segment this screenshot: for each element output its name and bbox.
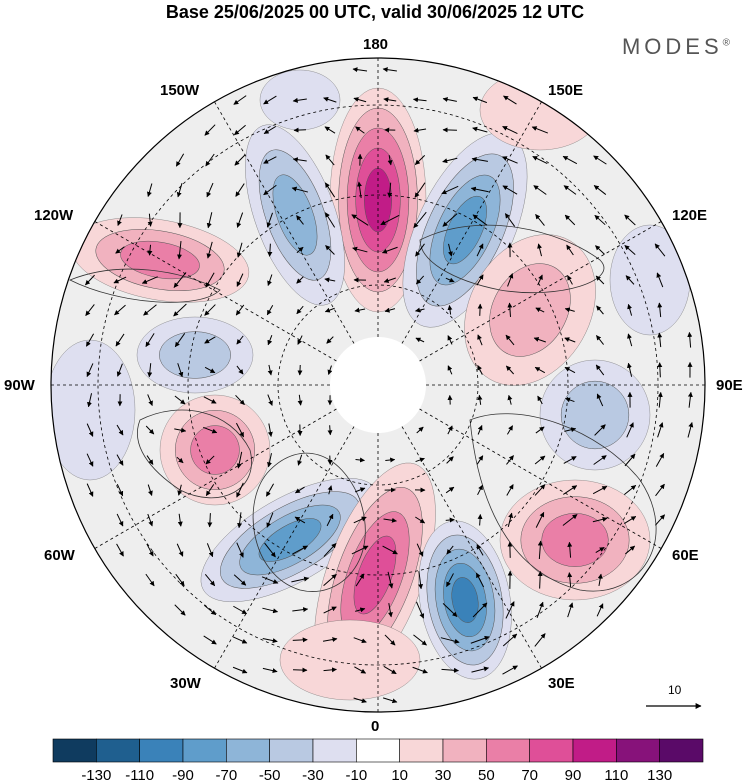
lon-label-30e: 30E <box>548 675 575 692</box>
wind-vector <box>294 130 306 131</box>
colorbar-segment <box>270 739 313 762</box>
colorbar-tick-label: 110 <box>604 767 628 784</box>
colorbar-tick-label: 50 <box>478 767 495 784</box>
colorbar-tick-label: -30 <box>302 767 324 784</box>
colorbar-tick-label: 10 <box>391 767 408 784</box>
lon-label-90w: 90W <box>4 377 35 394</box>
lon-label-60w: 60W <box>44 547 75 564</box>
anomaly-contour <box>561 381 629 449</box>
colorbar-tick-label: -10 <box>345 767 367 784</box>
lon-label-150w: 150W <box>160 82 199 99</box>
map-title: Base 25/06/2025 00 UTC, valid 30/06/2025… <box>0 0 750 24</box>
colorbar-tick-label: -130 <box>81 767 111 784</box>
colorbar-segment <box>226 739 269 762</box>
lon-label-120w: 120W <box>34 207 73 224</box>
colorbar-segment <box>96 739 139 762</box>
colorbar-segment <box>443 739 486 762</box>
colorbar <box>53 739 703 762</box>
colorbar-segment <box>313 739 356 762</box>
colorbar-segment <box>486 739 529 762</box>
colorbar-tick-label: -90 <box>172 767 194 784</box>
brand-logo: MODES® <box>622 34 734 60</box>
lon-label-90e: 90E <box>716 377 743 394</box>
pole-cap <box>330 337 426 433</box>
colorbar-segment <box>616 739 659 762</box>
anomaly-contour <box>610 225 690 335</box>
wind-vector <box>293 640 307 641</box>
colorbar-tick-label: 30 <box>435 767 452 784</box>
lon-label-30w: 30W <box>170 675 201 692</box>
lon-label-60e: 60E <box>672 547 699 564</box>
wind-vector <box>660 363 661 378</box>
wind-vector <box>330 425 331 435</box>
lon-label-120e: 120E <box>672 207 707 224</box>
colorbar-segment <box>183 739 226 762</box>
lon-label-150e: 150E <box>548 82 583 99</box>
colorbar-tick-label: -70 <box>215 767 237 784</box>
colorbar-segment <box>530 739 573 762</box>
colorbar-segment <box>660 739 703 762</box>
anomaly-contour <box>542 513 609 566</box>
colorbar-segment <box>356 739 399 762</box>
reference-vector-label: 10 <box>668 683 681 697</box>
colorbar-tick-label: 130 <box>647 767 672 784</box>
colorbar-segment <box>53 739 96 762</box>
anomaly-contour <box>159 332 230 379</box>
colorbar-tick-label: 90 <box>565 767 582 784</box>
anomaly-contour <box>191 426 240 475</box>
colorbar-tick-label: -110 <box>125 767 154 784</box>
colorbar-tick-label: 70 <box>521 767 538 784</box>
lon-label-180: 180 <box>363 36 388 53</box>
colorbar-segment <box>573 739 616 762</box>
anomaly-contour <box>280 620 420 700</box>
colorbar-tick-label: -50 <box>259 767 281 784</box>
colorbar-segment <box>400 739 443 762</box>
lon-label-0: 0 <box>371 718 379 735</box>
colorbar-segment <box>140 739 183 762</box>
